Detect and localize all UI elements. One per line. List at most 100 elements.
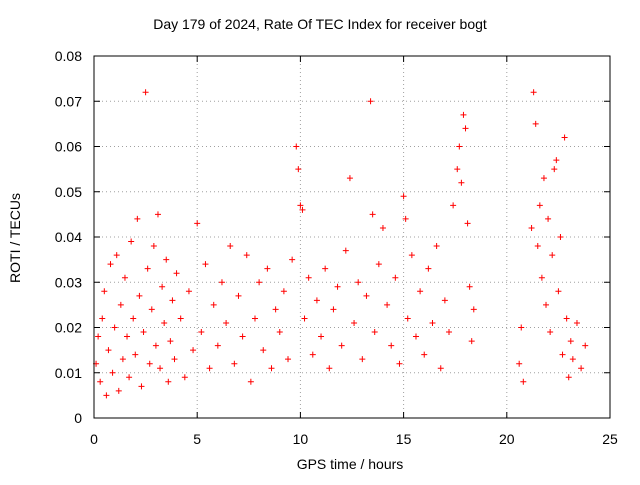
data-point <box>130 315 137 322</box>
data-point <box>163 256 170 263</box>
data-point <box>384 301 391 308</box>
y-tick-label: 0.03 <box>55 274 82 290</box>
data-point <box>161 319 168 326</box>
data-point <box>297 202 304 209</box>
data-point <box>450 202 457 209</box>
data-point <box>338 342 345 349</box>
data-point <box>272 306 279 313</box>
data-point <box>547 329 554 336</box>
data-point <box>567 338 574 345</box>
data-point <box>293 143 300 150</box>
y-tick-label: 0.07 <box>55 93 82 109</box>
data-point <box>433 243 440 250</box>
data-point <box>425 265 432 272</box>
data-point <box>400 193 407 200</box>
data-point <box>285 356 292 363</box>
data-point <box>309 351 316 358</box>
data-point <box>152 342 159 349</box>
data-point <box>330 306 337 313</box>
data-point <box>138 383 145 390</box>
data-point <box>543 301 550 308</box>
data-point <box>198 329 205 336</box>
data-point <box>371 329 378 336</box>
data-point <box>235 292 242 299</box>
data-point <box>107 261 114 268</box>
data-point <box>346 175 353 182</box>
data-point <box>305 274 312 281</box>
data-point <box>551 166 558 173</box>
data-point <box>142 89 149 96</box>
data-point <box>351 319 358 326</box>
data-point <box>276 329 283 336</box>
data-point <box>171 356 178 363</box>
data-point <box>536 202 543 209</box>
data-point <box>367 98 374 105</box>
data-point <box>134 215 141 222</box>
ticks-layer: 0 5 10 15 20 25 0 0.01 0.02 0.03 0.04 0.05 0.06 0.07 0… <box>55 48 618 447</box>
data-point <box>518 324 525 331</box>
data-point <box>185 288 192 295</box>
data-point <box>396 360 403 367</box>
data-point <box>165 378 172 385</box>
data-point <box>402 215 409 222</box>
data-point <box>334 283 341 290</box>
axes-layer <box>93 55 611 419</box>
data-point <box>563 315 570 322</box>
data-point <box>181 374 188 381</box>
data-point <box>462 125 469 132</box>
data-point <box>318 333 325 340</box>
data-point <box>460 111 467 118</box>
data-point <box>115 387 122 394</box>
data-point <box>159 283 166 290</box>
y-tick-label: 0.05 <box>55 184 82 200</box>
data-point <box>569 356 576 363</box>
data-point <box>355 279 362 286</box>
data-point <box>128 238 135 245</box>
data-point <box>301 315 308 322</box>
data-point <box>421 351 428 358</box>
data-point <box>528 224 535 231</box>
data-point <box>417 288 424 295</box>
data-point <box>146 360 153 367</box>
data-point <box>582 342 589 349</box>
data-point <box>538 274 545 281</box>
data-point <box>326 365 333 372</box>
data-point <box>111 324 118 331</box>
data-point <box>148 306 155 313</box>
data-point <box>392 274 399 281</box>
data-point <box>441 297 448 304</box>
data-point <box>379 224 386 231</box>
data-point <box>150 243 157 250</box>
data-point <box>388 342 395 349</box>
data-point <box>456 143 463 150</box>
data-point <box>177 315 184 322</box>
data-point <box>534 243 541 250</box>
plot-frame <box>93 55 611 419</box>
data-point <box>117 301 124 308</box>
data-point <box>404 315 411 322</box>
data-point <box>553 157 560 164</box>
data-point <box>561 134 568 141</box>
data-point <box>140 329 147 336</box>
data-point <box>322 265 329 272</box>
data-point <box>210 301 217 308</box>
data-point <box>446 329 453 336</box>
data-point <box>251 315 258 322</box>
data-point <box>454 166 461 173</box>
data-point <box>101 288 108 295</box>
data-point <box>470 306 477 313</box>
data-point <box>429 319 436 326</box>
data-point <box>256 279 263 286</box>
data-point <box>555 288 562 295</box>
data-point <box>464 220 471 227</box>
data-point <box>154 211 161 218</box>
data-point <box>545 215 552 222</box>
data-point <box>437 365 444 372</box>
data-point <box>231 360 238 367</box>
data-point <box>124 333 131 340</box>
y-tick-label: 0 <box>74 410 82 426</box>
data-point <box>121 274 128 281</box>
y-tick-label: 0.01 <box>55 365 82 381</box>
data-point <box>516 360 523 367</box>
